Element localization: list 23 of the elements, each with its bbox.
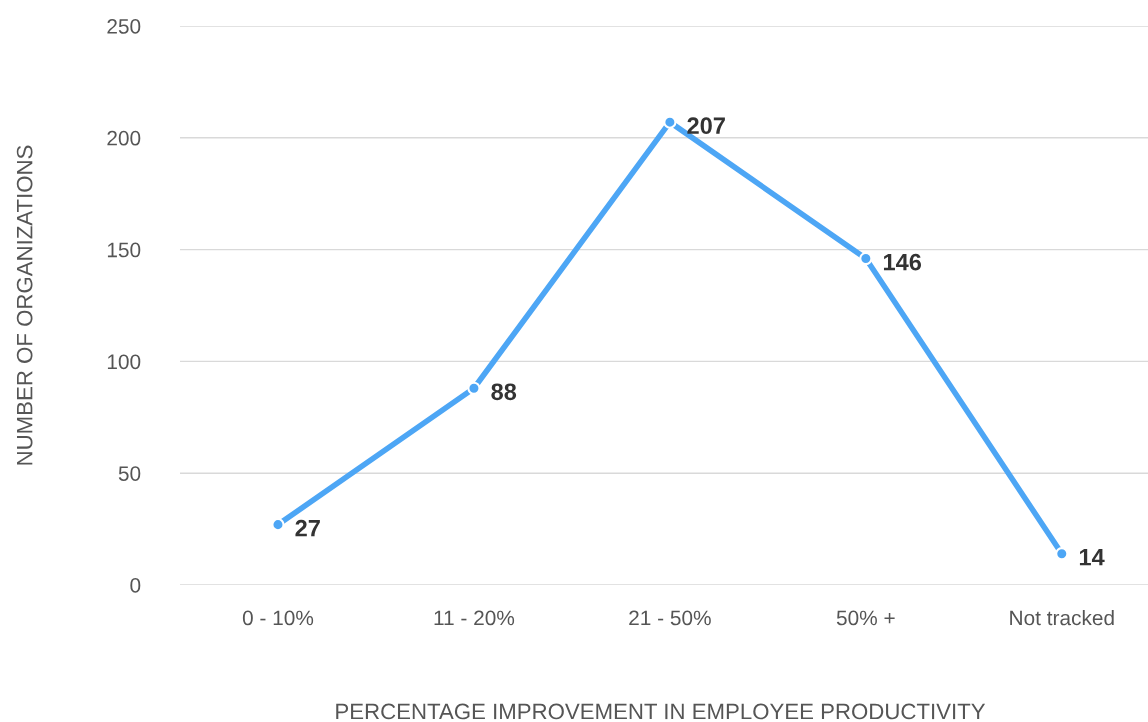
point — [271, 518, 285, 532]
y-tick-label: 150 — [107, 242, 141, 258]
point — [1055, 547, 1069, 561]
y-tick-label: 250 — [107, 19, 141, 34]
point — [663, 115, 677, 129]
y-tick-label: 200 — [107, 130, 141, 146]
data-label: 27 — [295, 519, 320, 537]
x-tick-label: 11 - 20% — [434, 610, 515, 626]
data-label: 207 — [687, 117, 725, 135]
point — [859, 251, 873, 266]
y-axis-title: NUMBER OF ORGANIZATIONS — [16, 145, 33, 465]
y-tick-label: 50 — [118, 466, 141, 481]
data-label: 14 — [1079, 549, 1105, 566]
point — [467, 381, 481, 395]
x-tick-label: 50% + — [836, 610, 895, 626]
y-tick-label: 0 — [130, 578, 141, 593]
y-tick-label: 100 — [107, 354, 141, 370]
data-label: 146 — [883, 253, 922, 271]
x-axis-title: PERCENTAGE IMPROVEMENT IN EMPLOYEE PRODUCTIVITY — [336, 703, 986, 720]
x-tick-label: 0 - 10% — [242, 610, 314, 626]
data-label: 88 — [491, 383, 517, 401]
x-tick-label: 21 - 50% — [629, 610, 711, 626]
x-tick-label: Not tracked — [1010, 610, 1114, 626]
